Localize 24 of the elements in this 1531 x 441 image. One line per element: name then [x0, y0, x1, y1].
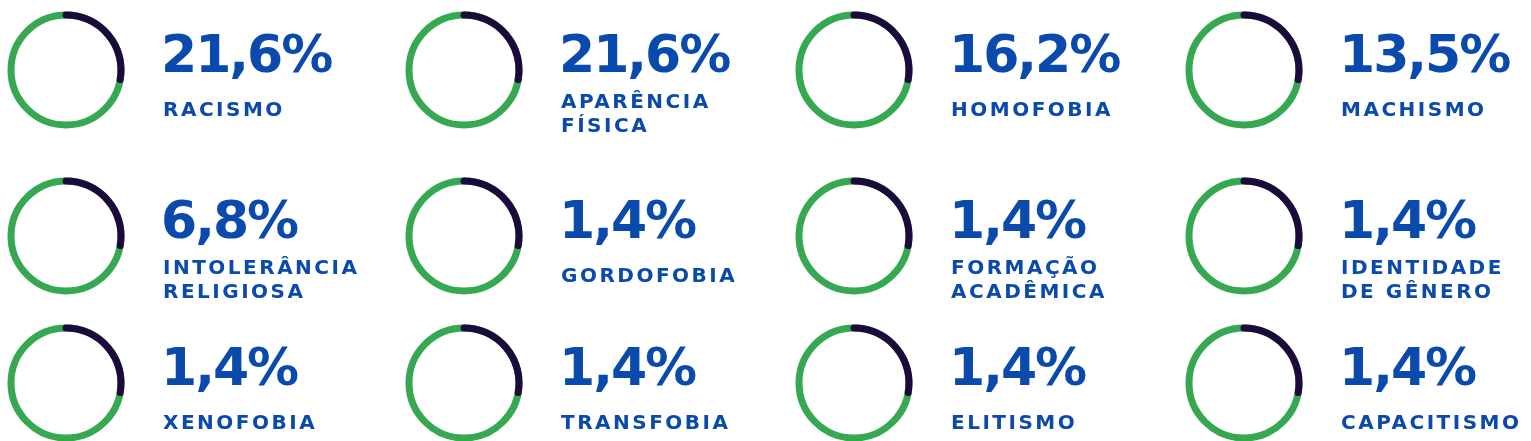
category-label: APARÊNCIA FÍSICA [561, 89, 711, 137]
data-label: 1,4% [949, 190, 1087, 250]
category-label: CAPACITISMO [1341, 410, 1522, 434]
category-label: TRANSFOBIA [561, 410, 731, 434]
category-label: HOMOFOBIA [951, 97, 1113, 121]
data-label: 6,8% [161, 190, 299, 250]
category-label: GORDOFOBIA [561, 263, 738, 287]
category-label: IDENTIDADE DE GÊNERO [1341, 255, 1504, 303]
data-label: 21,6% [559, 24, 731, 84]
category-label: RACISMO [163, 97, 285, 121]
data-label: 1,4% [559, 337, 697, 397]
data-label: 1,4% [161, 337, 299, 397]
category-label: XENOFOBIA [163, 410, 318, 434]
data-label: 1,4% [1339, 190, 1477, 250]
data-label: 1,4% [559, 190, 697, 250]
category-label: FORMAÇÃO ACADÊMICA [951, 255, 1107, 303]
data-label: 1,4% [949, 337, 1087, 397]
data-label: 1,4% [1339, 337, 1477, 397]
data-label: 21,6% [161, 24, 333, 84]
data-label: 16,2% [949, 24, 1121, 84]
category-label: MACHISMO [1341, 97, 1487, 121]
category-label: INTOLERÂNCIA RELIGIOSA [163, 255, 360, 303]
category-label: ELITISMO [951, 410, 1078, 434]
data-label: 13,5% [1339, 24, 1511, 84]
